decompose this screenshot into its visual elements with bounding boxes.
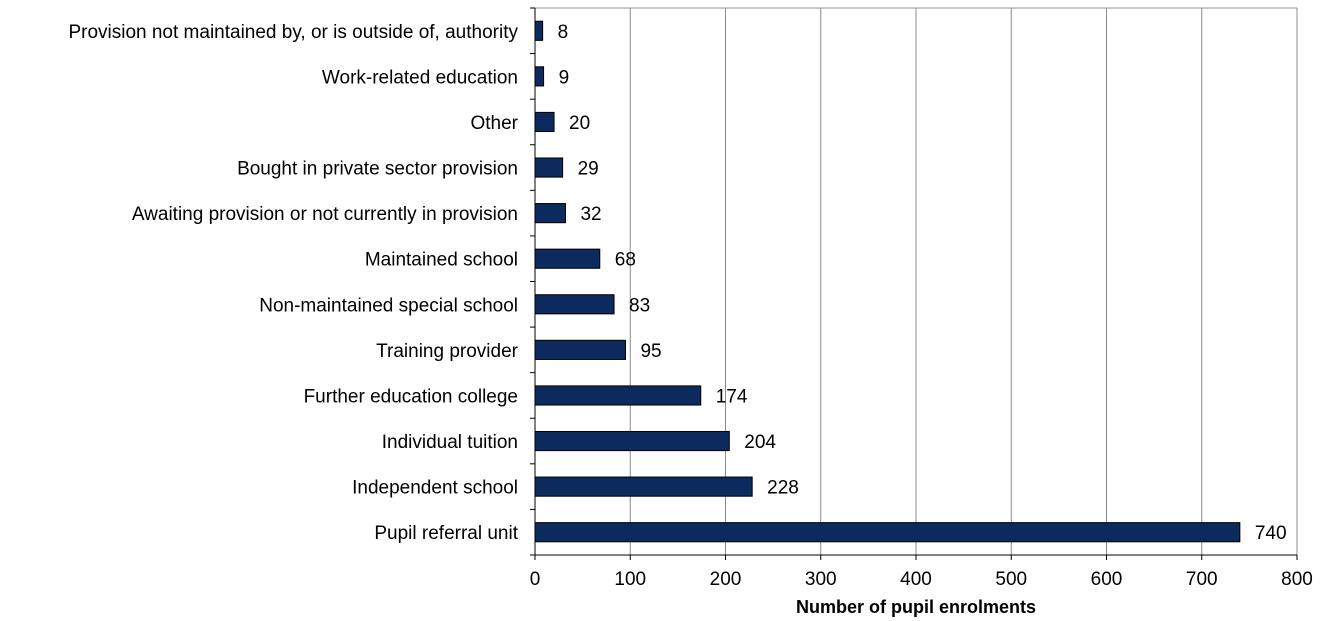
category-label: Work-related education [322, 67, 518, 88]
value-label: 204 [744, 432, 776, 453]
value-label: 174 [716, 386, 748, 407]
bar [534, 248, 601, 269]
bar [534, 522, 1241, 543]
category-label: Non-maintained special school [259, 295, 518, 316]
category-label: Awaiting provision or not currently in p… [132, 204, 518, 225]
value-label: 95 [640, 341, 661, 362]
bar [534, 66, 545, 87]
labels: 0 100 200 300 400 500 600 700 800 Provision not m… [68, 22, 1312, 590]
x-tick-label: 0 [530, 569, 541, 590]
value-label: 740 [1255, 523, 1287, 544]
bar [534, 476, 753, 497]
value-label: 32 [580, 204, 601, 225]
bars [534, 20, 1241, 543]
bar [534, 339, 626, 360]
x-tick-label: 200 [710, 569, 742, 590]
value-label: 29 [578, 159, 599, 180]
x-axis-title: Number of pupil enrolments [796, 597, 1036, 617]
value-label: 8 [558, 22, 569, 43]
x-tick-label: 300 [805, 569, 837, 590]
category-label: Bought in private sector provision [237, 159, 518, 180]
x-tick-label: 400 [900, 569, 932, 590]
bar [534, 385, 702, 406]
bar [534, 430, 730, 452]
x-tick-label: 800 [1281, 569, 1313, 590]
x-tick-label: 500 [995, 569, 1027, 590]
bar [534, 203, 566, 224]
category-label: Maintained school [365, 250, 518, 271]
value-label: 228 [767, 478, 799, 499]
gridlines [535, 7, 1298, 555]
category-label: Individual tuition [382, 432, 518, 453]
value-label: 68 [615, 250, 636, 271]
category-label: Independent school [352, 478, 518, 499]
category-label: Further education college [304, 386, 518, 407]
bar [534, 111, 555, 133]
category-label: Training provider [376, 341, 519, 362]
x-tick-label: 700 [1186, 569, 1218, 590]
bar [534, 294, 615, 315]
value-label: 20 [569, 113, 590, 134]
x-tick-label: 600 [1091, 569, 1123, 590]
value-label: 83 [629, 295, 650, 316]
category-label: Provision not maintained by, or is outsi… [68, 22, 518, 43]
category-label: Other [470, 113, 518, 134]
bar [534, 20, 544, 41]
value-label: 9 [559, 67, 570, 88]
x-tick-label: 100 [614, 569, 646, 590]
axes [530, 7, 1298, 560]
category-label: Pupil referral unit [374, 523, 518, 544]
bar [534, 157, 564, 178]
